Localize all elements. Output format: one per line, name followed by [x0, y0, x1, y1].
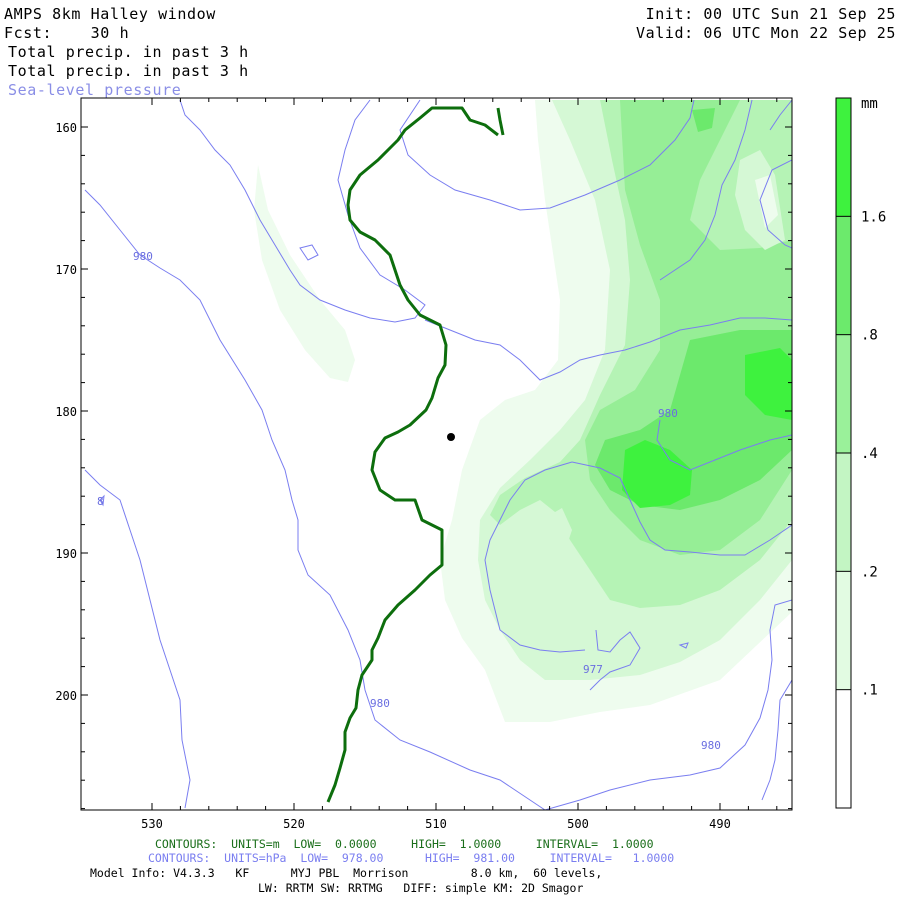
isobar-line-06 — [424, 317, 792, 381]
precip-band-06 — [745, 348, 792, 420]
footer-green-contours: CONTOURS: UNITS=m LOW= 0.0000 HIGH= 1.00… — [155, 837, 654, 851]
isobar-line-07 — [659, 99, 753, 281]
x-tick-label: 530 — [141, 817, 163, 831]
contour-label-980-c: 980 — [370, 697, 390, 710]
colorbar-label: .4 — [861, 446, 878, 462]
colorbar-segment — [836, 98, 851, 217]
isobar-line-10 — [544, 599, 792, 810]
precip-hole-03 — [550, 508, 572, 548]
contour-label-980-a: 980 — [133, 250, 153, 263]
contour-label-980-d: 980 — [701, 739, 721, 752]
y-tick-label: 190 — [55, 547, 77, 561]
isobar-line-15 — [589, 629, 641, 691]
isobar-line-04 — [299, 244, 319, 261]
isobar-line-11 — [761, 679, 792, 801]
coastline-contour — [326, 106, 505, 803]
header-field-2: Total precip. in past 3 h — [8, 62, 249, 80]
contour-label-977: 977 — [583, 663, 603, 676]
colorbar-unit: mm — [861, 96, 878, 112]
isobar-line-09 — [769, 99, 792, 131]
header-field-1: Total precip. in past 3 h — [8, 43, 249, 61]
precip-band-07 — [622, 440, 692, 508]
colorbar-segment — [836, 334, 851, 453]
footer-physics-info: LW: RRTM SW: RRTMG DIFF: simple KM: 2D S… — [258, 881, 583, 895]
colorbar-label: 1.6 — [861, 209, 886, 225]
colorbar-label: .2 — [861, 564, 878, 580]
y-tick-label: 200 — [55, 689, 77, 703]
isobar-line-05 — [399, 99, 695, 211]
isobar-line-14 — [571, 461, 792, 556]
precip-band-08 — [692, 108, 715, 132]
x-tick-label: 510 — [425, 817, 447, 831]
isobar-line-03 — [179, 99, 426, 323]
header-field-3: Sea-level pressure — [8, 81, 181, 99]
header-forecast: Fcst: 30 h — [4, 24, 129, 42]
x-tick-label: 490 — [709, 817, 731, 831]
precip-band-01b — [254, 165, 355, 382]
colorbar-segment — [836, 216, 851, 335]
isobars — [84, 99, 792, 810]
x-tick-label: 520 — [283, 817, 305, 831]
header-valid: Valid: 06 UTC Mon 22 Sep 25 — [636, 24, 896, 42]
footer-model-info: Model Info: V4.3.3 KF MYJ PBL Morrison 8… — [90, 866, 602, 880]
precip-shading — [254, 100, 792, 722]
header-init: Init: 00 UTC Sun 21 Sep 25 — [646, 5, 896, 23]
x-tick-label: 500 — [567, 817, 589, 831]
colorbar-segment — [836, 571, 851, 690]
plot-area: 980 980 980 977 980 8 — [81, 98, 792, 810]
isobar-line-13 — [484, 461, 586, 653]
precip-hole-02 — [755, 175, 778, 228]
y-tick-label: 170 — [55, 263, 77, 277]
isobar-line-16 — [678, 642, 689, 649]
axis-ticks: 530 520 510 500 490 160 170 180 190 200 — [55, 98, 792, 831]
header-title: AMPS 8km Halley window — [4, 5, 216, 23]
colorbar-label: .1 — [861, 683, 878, 699]
isobar-line-08 — [759, 159, 792, 249]
colorbar-label: .8 — [861, 328, 878, 344]
contour-label-8: 8 — [97, 495, 104, 508]
isobar-line-02 — [84, 469, 191, 809]
footer-blue-contours: CONTOURS: UNITS=hPa LOW= 978.00 HIGH= 98… — [148, 851, 674, 865]
y-tick-label: 180 — [55, 405, 77, 419]
isobar-line-17 — [99, 494, 105, 507]
halley-station-marker — [447, 433, 455, 441]
colorbar: .1 .2 .4 .8 1.6 mm — [835, 96, 886, 809]
contour-label-980-b: 980 — [658, 407, 678, 420]
y-tick-label: 160 — [55, 121, 77, 135]
isobar-line-01 — [84, 189, 546, 810]
isobar-line-12 — [656, 419, 792, 471]
colorbar-segment — [836, 453, 851, 572]
colorbar-segment — [836, 689, 851, 808]
